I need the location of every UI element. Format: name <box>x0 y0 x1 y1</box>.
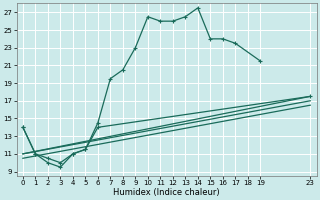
X-axis label: Humidex (Indice chaleur): Humidex (Indice chaleur) <box>113 188 220 197</box>
